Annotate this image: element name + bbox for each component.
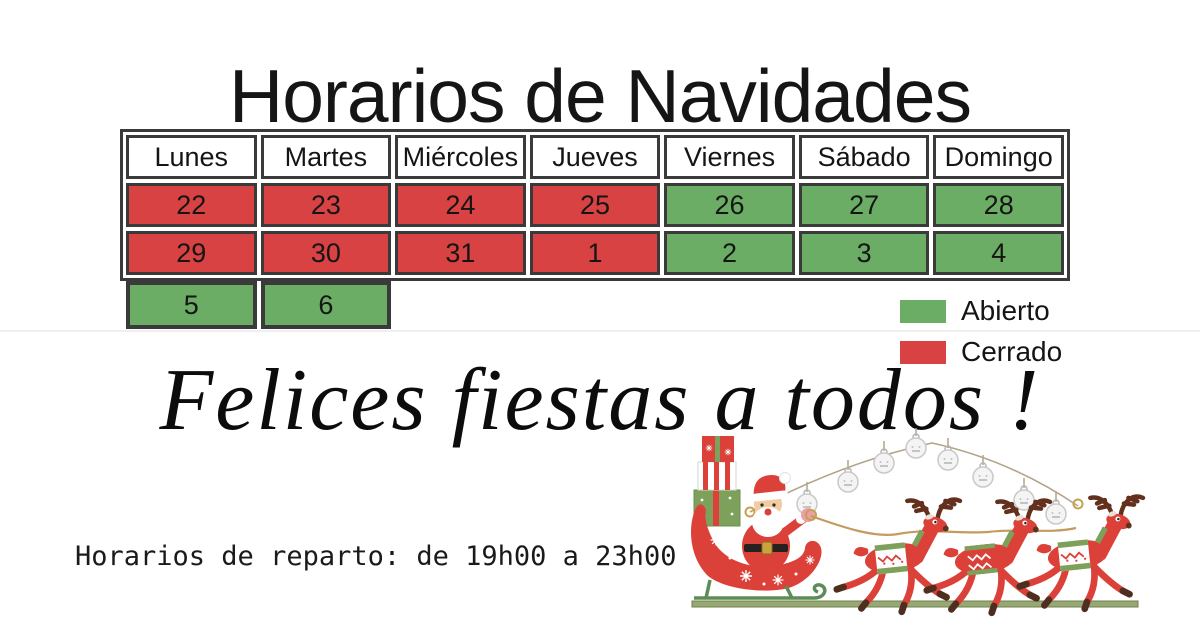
calendar-day-cell: 30: [260, 231, 392, 275]
calendar-day-cell: 27: [798, 183, 930, 227]
calendar-day-cell: 3: [798, 231, 930, 275]
legend-item: Abierto: [900, 295, 1062, 327]
calendar-header-cell: Martes: [260, 135, 392, 179]
calendar-header-cell: Sábado: [798, 135, 930, 179]
calendar-day-cell: 6: [260, 281, 392, 329]
divider-line: [0, 330, 1200, 332]
greeting-text: Felices fiestas a todos !: [159, 352, 1041, 449]
calendar-day-cell: 24: [395, 183, 526, 227]
calendar-day-cell: 2: [664, 231, 795, 275]
calendar-day-cell: 22: [126, 183, 257, 227]
legend-swatch: [900, 299, 946, 323]
calendar-day-cell: 23: [260, 183, 392, 227]
calendar-day-cell: 4: [933, 231, 1064, 275]
sleigh: [691, 504, 827, 600]
legend-label: Cerrado: [961, 336, 1063, 367]
illustration-base-board: [691, 600, 1139, 608]
calendar-header-cell: Jueves: [529, 135, 661, 179]
calendar-day-cell: 28: [933, 183, 1064, 227]
calendar-table: Lunes Martes Miércoles Jueves Viernes Sábado D…: [120, 129, 1070, 281]
legend-item: Cerrado: [900, 336, 1062, 368]
delivery-hours-text: Horarios de reparto: de 19h00 a 23h00: [75, 541, 677, 572]
reindeer-3: [1020, 497, 1143, 609]
jingle-bells-garland: [744, 428, 1084, 525]
page-title: Horarios de Navidades: [229, 54, 972, 139]
calendar-header-cell: Miércoles: [395, 135, 526, 179]
calendar-day-cell: 31: [395, 231, 526, 275]
legend: Abierto Cerrado: [900, 295, 1062, 368]
calendar-day-cell: 25: [529, 183, 661, 227]
reindeer-1: [837, 500, 960, 612]
legend-label: Abierto: [961, 295, 1050, 326]
calendar-day-cell: 26: [664, 183, 795, 227]
calendar-day-cell: 29: [126, 231, 257, 275]
santa: [742, 472, 815, 572]
calendar-day-cell: 5: [126, 281, 257, 329]
calendar-header-cell: Viernes: [664, 135, 795, 179]
calendar-grid: Lunes Martes Miércoles Jueves Viernes Sábado D…: [126, 135, 1064, 275]
santa-sleigh-illustration: [691, 428, 1150, 620]
calendar-header-cell: Domingo: [933, 135, 1064, 179]
calendar-day-cell: 1: [529, 231, 661, 275]
legend-swatch: [900, 340, 946, 364]
calendar-header-cell: Lunes: [126, 135, 257, 179]
